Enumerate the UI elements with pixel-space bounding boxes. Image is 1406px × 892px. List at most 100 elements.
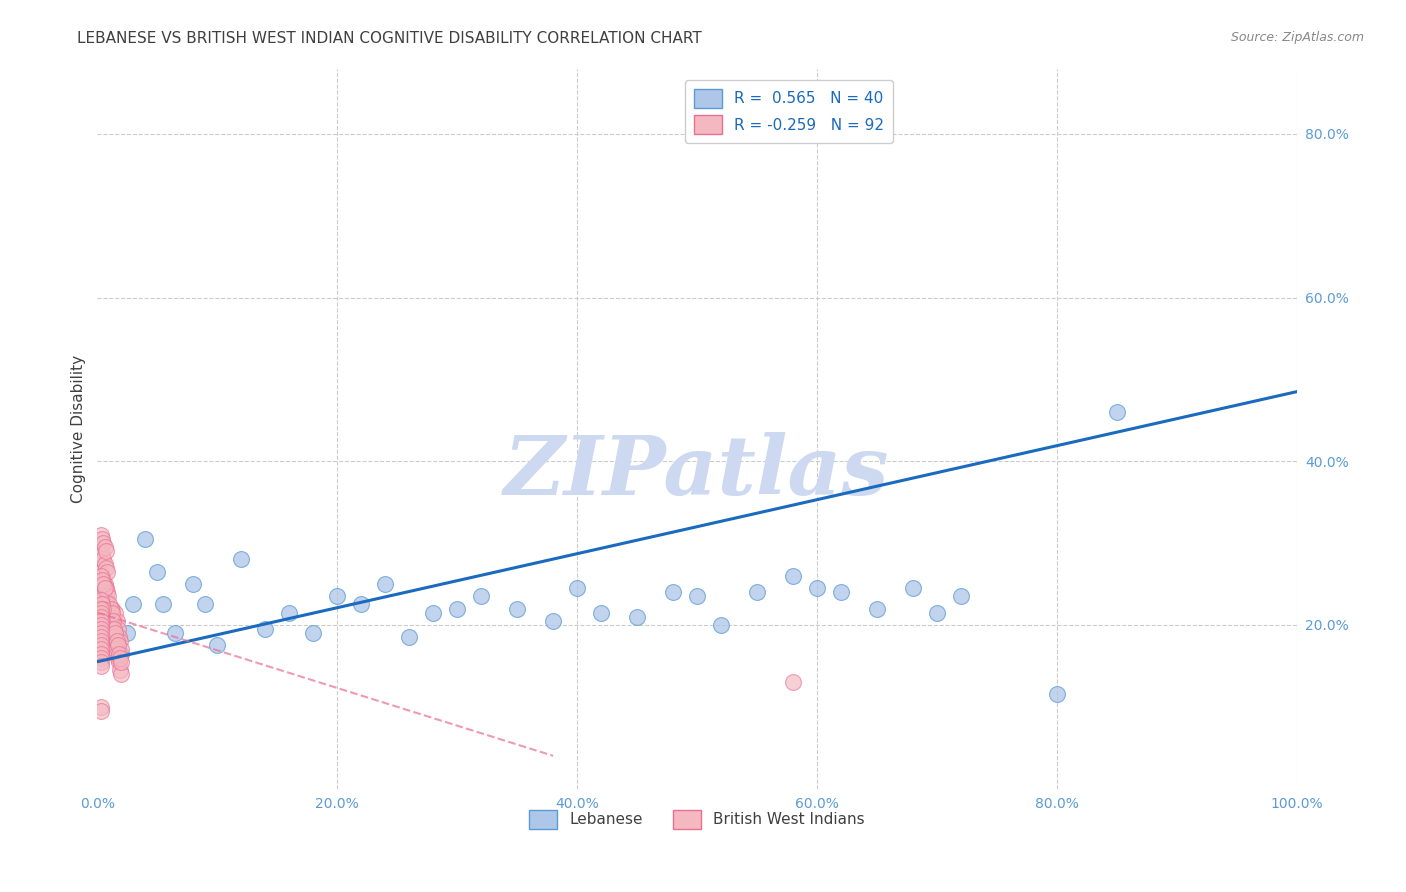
Point xyxy=(98,614,121,628)
Point xyxy=(91,549,114,563)
Point xyxy=(96,565,118,579)
Point xyxy=(104,626,127,640)
Point xyxy=(100,609,122,624)
Point xyxy=(90,528,112,542)
Point xyxy=(96,601,118,615)
Point xyxy=(110,667,132,681)
Point xyxy=(782,569,804,583)
Point xyxy=(830,585,852,599)
Point xyxy=(506,601,529,615)
Point xyxy=(278,606,301,620)
Point xyxy=(96,601,118,615)
Point xyxy=(231,552,253,566)
Point xyxy=(93,601,115,615)
Point xyxy=(98,598,121,612)
Point xyxy=(866,601,889,615)
Point xyxy=(90,630,112,644)
Point xyxy=(108,650,131,665)
Point xyxy=(103,622,125,636)
Point xyxy=(93,573,115,587)
Point xyxy=(100,601,122,615)
Point xyxy=(90,647,112,661)
Point xyxy=(949,589,972,603)
Point xyxy=(94,593,117,607)
Point xyxy=(90,638,112,652)
Point xyxy=(108,634,131,648)
Point xyxy=(93,577,115,591)
Point xyxy=(108,663,131,677)
Point xyxy=(446,601,468,615)
Point xyxy=(90,655,112,669)
Point xyxy=(108,655,131,669)
Point xyxy=(91,598,114,612)
Point xyxy=(350,598,373,612)
Point xyxy=(103,622,125,636)
Point xyxy=(101,614,124,628)
Point xyxy=(745,585,768,599)
Point xyxy=(104,638,127,652)
Point xyxy=(90,618,112,632)
Point xyxy=(1105,405,1128,419)
Point xyxy=(90,699,112,714)
Point xyxy=(374,577,396,591)
Point xyxy=(146,565,169,579)
Point xyxy=(94,581,117,595)
Point xyxy=(93,557,115,571)
Point xyxy=(181,577,204,591)
Point xyxy=(108,647,131,661)
Point xyxy=(93,601,115,615)
Point xyxy=(90,622,112,636)
Point xyxy=(90,601,112,615)
Point xyxy=(97,606,120,620)
Point xyxy=(93,609,115,624)
Point xyxy=(1046,688,1069,702)
Point xyxy=(686,589,709,603)
Point xyxy=(101,614,124,628)
Point xyxy=(107,622,129,636)
Point xyxy=(122,598,145,612)
Point xyxy=(925,606,948,620)
Point xyxy=(94,560,117,574)
Point xyxy=(90,544,112,558)
Point xyxy=(94,544,117,558)
Text: Source: ZipAtlas.com: Source: ZipAtlas.com xyxy=(1230,31,1364,45)
Point xyxy=(90,704,112,718)
Point xyxy=(782,675,804,690)
Point xyxy=(108,630,131,644)
Point xyxy=(100,622,122,636)
Point xyxy=(326,589,349,603)
Point xyxy=(165,626,187,640)
Point xyxy=(100,601,122,615)
Point xyxy=(194,598,217,612)
Point xyxy=(91,585,114,599)
Text: ZIPatlas: ZIPatlas xyxy=(505,432,890,512)
Point xyxy=(104,642,127,657)
Point xyxy=(90,609,112,624)
Point xyxy=(90,626,112,640)
Point xyxy=(626,609,648,624)
Point xyxy=(302,626,325,640)
Point xyxy=(90,634,112,648)
Point xyxy=(91,614,114,628)
Point xyxy=(152,598,174,612)
Point xyxy=(104,606,127,620)
Point xyxy=(589,606,612,620)
Point xyxy=(91,573,114,587)
Point xyxy=(90,606,112,620)
Point xyxy=(97,589,120,603)
Point xyxy=(90,609,112,624)
Point xyxy=(94,598,117,612)
Point xyxy=(254,622,277,636)
Point xyxy=(901,581,924,595)
Point xyxy=(100,606,122,620)
Point xyxy=(470,589,492,603)
Text: LEBANESE VS BRITISH WEST INDIAN COGNITIVE DISABILITY CORRELATION CHART: LEBANESE VS BRITISH WEST INDIAN COGNITIV… xyxy=(77,31,702,46)
Point xyxy=(90,642,112,657)
Point xyxy=(90,658,112,673)
Point xyxy=(93,593,115,607)
Point xyxy=(93,577,115,591)
Point xyxy=(662,585,685,599)
Point xyxy=(93,540,115,554)
Point xyxy=(91,532,114,546)
Point xyxy=(103,638,125,652)
